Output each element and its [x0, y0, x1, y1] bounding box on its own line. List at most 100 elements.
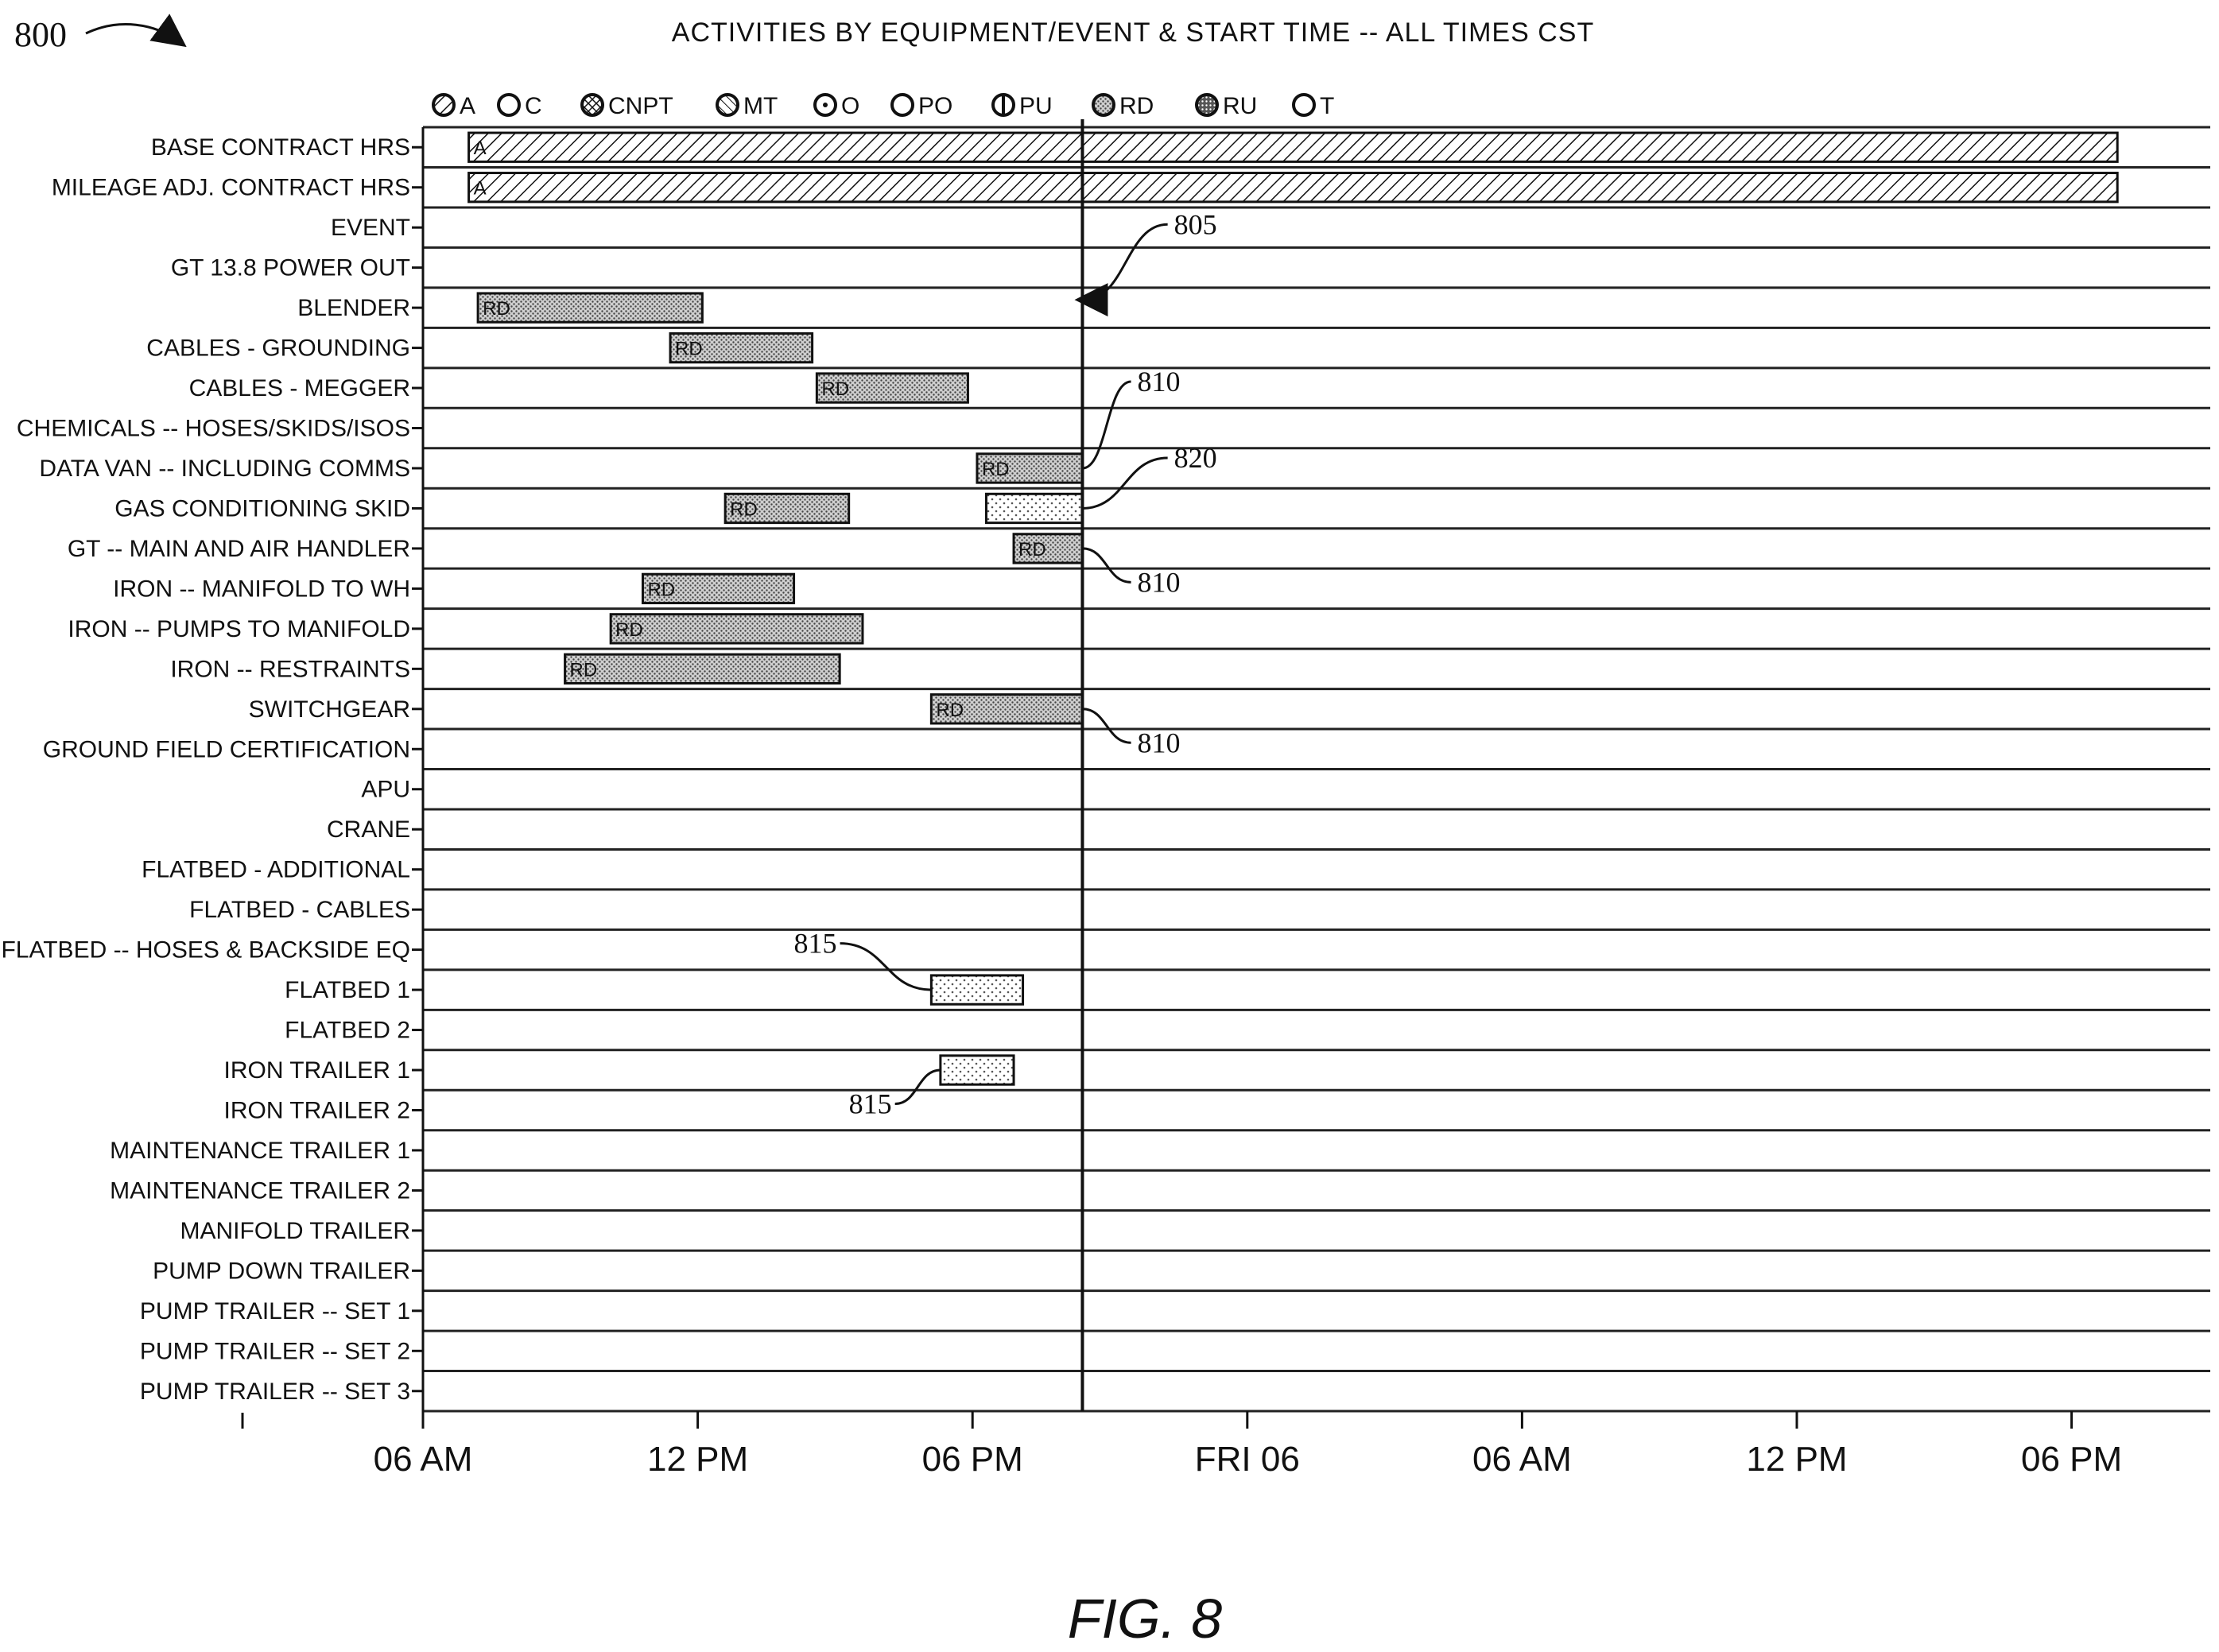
- gantt-bar-label: A: [474, 178, 487, 200]
- figure-number: 800: [14, 15, 67, 54]
- row-label: IRON TRAILER 1: [223, 1057, 410, 1084]
- legend-label: RU: [1223, 93, 1257, 119]
- legend-swatch: [716, 93, 739, 117]
- row-label: IRON -- PUMPS TO MANIFOLD: [68, 616, 410, 642]
- annotation-leader: [1074, 223, 1168, 317]
- row-label: BASE CONTRACT HRS: [151, 134, 410, 161]
- x-tick-label: 06 PM: [2021, 1440, 2122, 1479]
- legend-label: CNPT: [608, 93, 673, 119]
- legend-swatch: [432, 93, 456, 117]
- legend-label: RD: [1119, 93, 1154, 119]
- row-label: GT 13.8 POWER OUT: [171, 255, 410, 281]
- row-label: BLENDER: [297, 295, 410, 321]
- gantt-bar: [1012, 533, 1084, 564]
- annotation-leader: [1082, 380, 1131, 470]
- row-label: CRANE: [327, 816, 410, 843]
- gantt-bar: [976, 452, 1084, 484]
- row-label: IRON -- MANIFOLD TO WH: [113, 576, 410, 602]
- row-label: FLATBED - ADDITIONAL: [142, 857, 410, 883]
- gantt-bar: [467, 131, 2119, 163]
- legend-label: C: [525, 93, 542, 119]
- legend-swatch: [580, 93, 604, 117]
- row-label: GROUND FIELD CERTIFICATION: [43, 736, 410, 762]
- gantt-bar: [467, 172, 2119, 204]
- gantt-bar: [641, 572, 796, 605]
- gantt-bar-label: RD: [1018, 539, 1046, 560]
- row-label: SWITCHGEAR: [249, 696, 410, 723]
- legend-swatch: [1292, 93, 1316, 117]
- row-label: MILEAGE ADJ. CONTRACT HRS: [52, 175, 410, 201]
- gantt-bar: [815, 372, 969, 404]
- plot-area: BASE CONTRACT HRS MILEAGE ADJ. CONTRACT H…: [1, 119, 2210, 1479]
- legend-swatch: [497, 93, 521, 117]
- row-label: DATA VAN -- INCLUDING COMMS: [39, 456, 410, 482]
- chart-title: ACTIVITIES BY EQUIPMENT/EVENT & START TI…: [672, 17, 1594, 48]
- x-tick-label: FRI 06: [1195, 1440, 1300, 1479]
- annotation-label: 815: [794, 928, 837, 960]
- gantt-bar-label: RD: [675, 339, 703, 360]
- legend-label: PO: [918, 93, 952, 119]
- gantt-bar: [724, 492, 851, 525]
- gantt-bar: [929, 693, 1084, 725]
- x-tick-label: 12 PM: [647, 1440, 748, 1479]
- row-label: PUMP DOWN TRAILER: [153, 1258, 410, 1284]
- row-label: MAINTENANCE TRAILER 2: [110, 1177, 410, 1204]
- annotation-label: 815: [849, 1088, 892, 1119]
- x-tick-label: 06 AM: [1472, 1440, 1572, 1479]
- annotation-label: 805: [1174, 208, 1217, 240]
- gantt-bar-label: RD: [730, 498, 758, 520]
- row-label: FLATBED -- HOSES & BACKSIDE EQ: [1, 937, 410, 964]
- row-label: GAS CONDITIONING SKID: [114, 495, 410, 522]
- figure-number-arrow: [85, 14, 187, 48]
- legend-label: A: [460, 93, 475, 119]
- legend-label: MT: [743, 93, 778, 119]
- legend-swatch-dot: [823, 103, 828, 107]
- x-tick-label: 12 PM: [1746, 1440, 1847, 1479]
- gantt-bar-label: RD: [982, 459, 1010, 480]
- row-label: EVENT: [331, 215, 410, 241]
- row-label: FLATBED - CABLES: [189, 897, 410, 923]
- annotation-label: 810: [1138, 366, 1181, 397]
- legend: A C CNPT MT O PO PU RD RU T: [432, 93, 1334, 119]
- legend-label: O: [841, 93, 859, 119]
- gantt-bar-label: RD: [647, 579, 675, 600]
- annotation-label: 810: [1138, 566, 1181, 598]
- gantt-bar-label: RD: [936, 700, 964, 721]
- annotation-leader: [840, 942, 932, 991]
- legend-swatch: [890, 93, 914, 117]
- row-label: CHEMICALS -- HOSES/SKIDS/ISOS: [17, 416, 410, 442]
- row-label: IRON -- RESTRAINTS: [170, 656, 410, 682]
- figure-caption: FIG. 8: [1068, 1588, 1223, 1650]
- gantt-bar-label: RD: [570, 659, 598, 681]
- row-label: MAINTENANCE TRAILER 1: [110, 1138, 410, 1164]
- row-label: IRON TRAILER 2: [223, 1097, 410, 1123]
- gantt-bar: [476, 292, 704, 324]
- gantt-bar: [939, 1054, 1015, 1086]
- gantt-bar-label: RD: [615, 619, 643, 641]
- gantt-bar: [929, 974, 1025, 1006]
- annotation-leader: [894, 1068, 941, 1105]
- x-tick-label: 06 PM: [922, 1440, 1023, 1479]
- legend-swatch: [1092, 93, 1115, 117]
- gantt-bar-label: RD: [483, 298, 510, 320]
- legend-swatch: [1195, 93, 1219, 117]
- legend-label: PU: [1019, 93, 1053, 119]
- row-label: GT -- MAIN AND AIR HANDLER: [68, 536, 410, 562]
- annotation-label: 820: [1174, 442, 1217, 474]
- row-label: CABLES - MEGGER: [189, 375, 410, 401]
- legend-label: T: [1320, 93, 1334, 119]
- annotation-leader: [1082, 456, 1168, 510]
- row-label: PUMP TRAILER -- SET 1: [140, 1298, 410, 1324]
- row-label: MANIFOLD TRAILER: [180, 1218, 411, 1244]
- x-tick-label: 06 AM: [374, 1440, 473, 1479]
- gantt-bar: [984, 492, 1084, 525]
- row-label: CABLES - GROUNDING: [146, 335, 410, 362]
- annotation-leader: [1082, 708, 1131, 744]
- gantt-bar: [609, 613, 864, 645]
- gantt-bar-label: RD: [821, 378, 849, 400]
- row-label: FLATBED 1: [285, 977, 410, 1003]
- row-label: PUMP TRAILER -- SET 3: [140, 1379, 410, 1405]
- gantt-bar: [564, 653, 841, 684]
- gantt-bar-label: A: [474, 138, 487, 159]
